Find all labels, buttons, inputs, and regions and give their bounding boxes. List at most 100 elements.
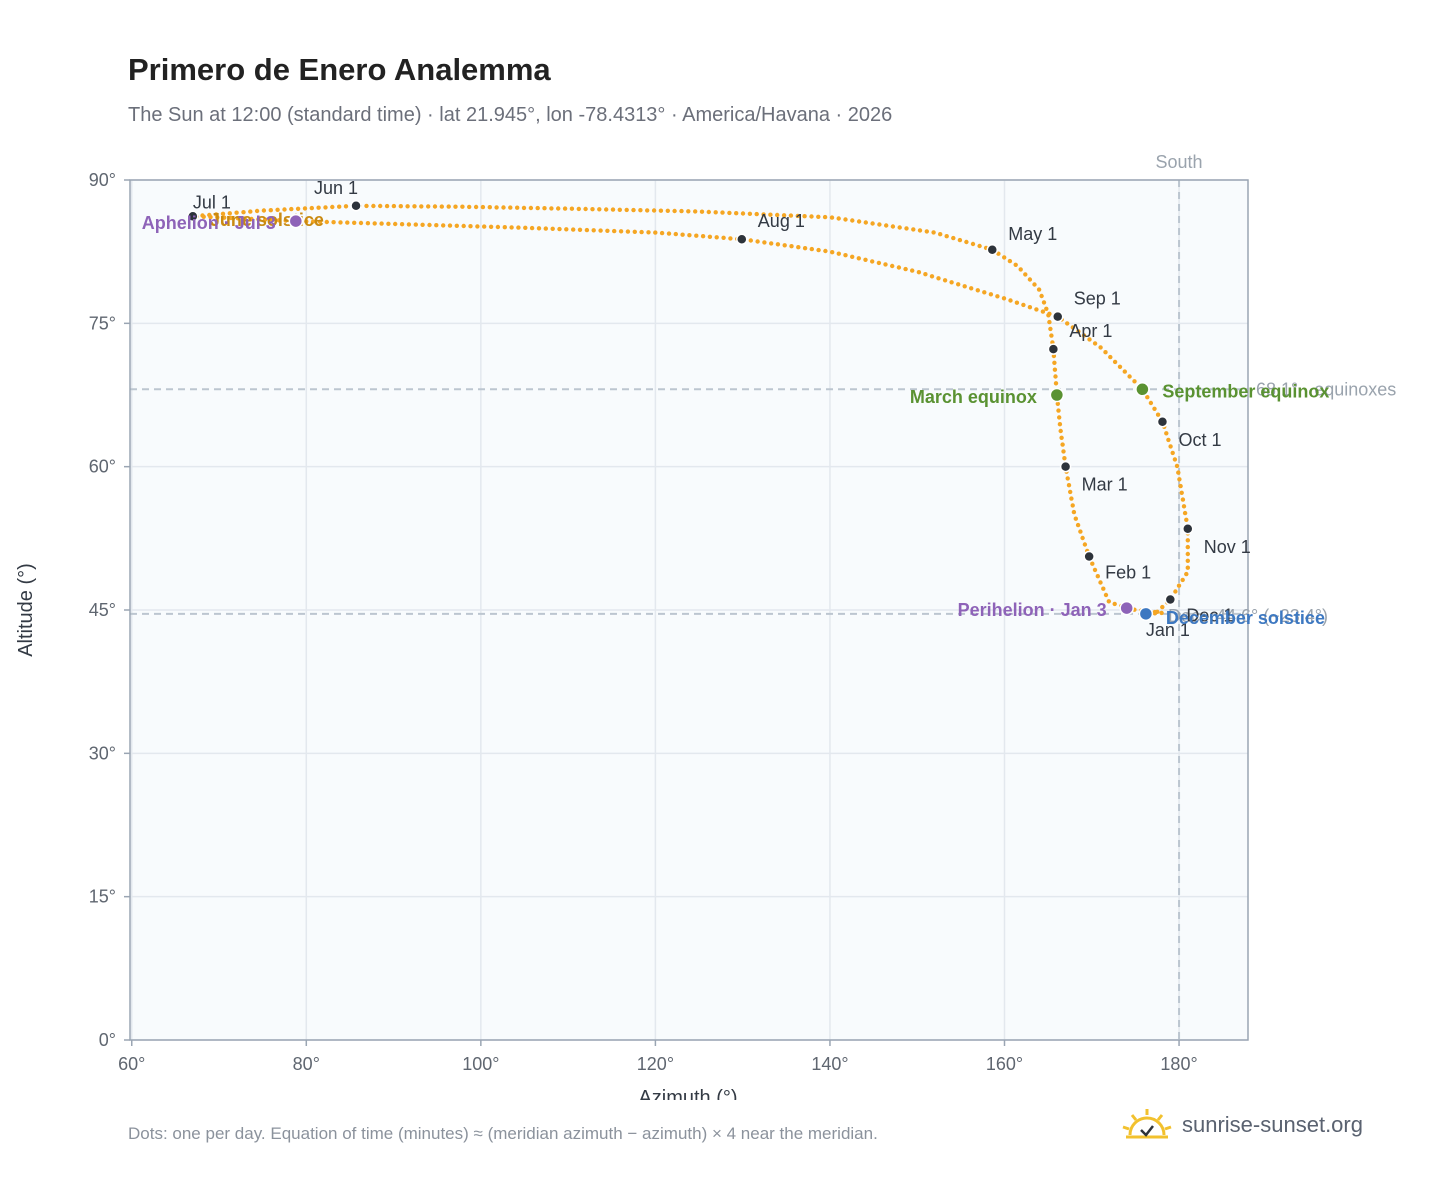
daily-sun-dot [1185,558,1191,563]
daily-sun-dot [728,236,733,241]
daily-sun-dot [1036,287,1042,292]
daily-sun-dot [1173,589,1178,594]
daily-sun-dot [1178,483,1183,489]
equinox-altitude-label: 68.1° · equinoxes [1256,379,1396,399]
daily-sun-dot [515,205,520,210]
daily-sun-dot [775,212,780,218]
daily-sun-dot [970,241,976,247]
daily-sun-dot [673,231,678,237]
daily-sun-dot [249,216,254,222]
daily-sun-dot [330,204,335,210]
daily-sun-dot [331,220,336,225]
daily-sun-dot [338,220,343,225]
daily-sun-dot [768,212,773,217]
daily-sun-dot [1176,583,1182,588]
daily-sun-dot [1013,262,1018,267]
daily-sun-dot [1068,489,1073,495]
daily-sun-dot [809,214,814,219]
daily-sun-dot [1047,311,1052,316]
daily-sun-dot [802,214,807,219]
daily-sun-dot [502,225,507,230]
daily-sun-dot [693,209,698,214]
daily-sun-dot [823,248,828,254]
brand-logo[interactable]: sunrise-sunset.org [1120,1100,1363,1150]
daily-sun-dot [1148,400,1154,406]
daily-sun-dot [829,215,835,220]
daily-sun-dot [310,219,316,224]
daily-sun-dot [1041,300,1047,305]
daily-sun-dot [495,224,501,230]
daily-sun-dot [1168,444,1173,449]
daily-sun-dot [501,205,506,210]
daily-sun-dot [645,208,650,213]
daily-sun-dot [761,212,766,217]
daily-sun-dot [931,230,936,235]
event-marker-label: March equinox [910,387,1037,407]
daily-sun-dot [1073,516,1079,521]
daily-sun-dot [1051,353,1057,359]
daily-sun-dot [254,208,260,214]
daily-sun-dot [1070,325,1076,330]
daily-sun-dot [659,230,665,236]
daily-sun-dot [358,220,364,226]
daily-sun-dot [1032,282,1037,287]
footnote: Dots: one per day. Equation of time (min… [128,1124,878,1143]
daily-sun-dot [475,224,480,229]
daily-sun-dot [1112,359,1118,365]
daily-sun-dot [1021,302,1026,308]
daily-sun-dot [248,209,253,214]
y-tick-label: 75° [89,313,116,333]
daily-sun-dot [1180,497,1186,502]
daily-sun-dot [343,204,349,209]
daily-sun-dot [222,215,227,220]
daily-sun-dot [583,206,588,212]
daily-sun-dot [1159,610,1164,616]
daily-sun-dot [1008,298,1013,303]
daily-sun-dot [446,204,451,209]
daily-sun-dot [323,205,328,210]
daily-sun-dot [863,257,868,262]
y-tick-label: 30° [89,743,116,763]
daily-sun-dot [896,265,902,270]
daily-sun-dot [755,239,760,244]
sun-check-icon [1122,1109,1172,1139]
daily-sun-dot [916,270,922,275]
daily-sun-dot [911,227,916,232]
month-marker-label: Oct 1 [1178,430,1221,450]
daily-sun-dot [571,227,576,232]
daily-sun-dot [1152,406,1157,411]
daily-sun-dot [707,234,713,239]
daily-sun-dot [863,220,868,225]
month-marker-label: Jul 1 [193,192,231,212]
daily-sun-dot [977,243,982,249]
daily-sun-dot [235,216,241,221]
daily-sun-dot [591,228,596,233]
month-marker-label: Sep 1 [1074,289,1121,309]
daily-sun-dot [1182,510,1188,516]
daily-sun-dot [951,235,956,241]
month-marker [1047,343,1060,355]
daily-sun-dot [924,229,929,234]
daily-sun-dot [521,205,527,211]
daily-sun-dot [1014,300,1020,305]
daily-sun-dot [1172,457,1178,462]
month-marker [1059,460,1072,473]
daily-sun-dot [1090,561,1095,566]
daily-sun-dot [612,228,617,234]
daily-sun-dot [1081,333,1087,338]
daily-sun-dot [687,233,692,238]
daily-sun-dot [261,208,267,213]
x-tick-label: 160° [986,1054,1023,1074]
daily-sun-dot [1176,470,1181,475]
daily-sun-dot [1082,542,1088,547]
daily-sun-dot [617,207,622,212]
y-tick-label: 45° [89,600,116,620]
daily-sun-dot [1056,408,1061,413]
daily-sun-dot [996,251,1001,256]
daily-sun-dot [406,222,412,227]
daily-sun-dot [769,241,774,246]
daily-sun-dot [870,221,875,226]
daily-sun-dot [268,208,273,213]
daily-sun-dot [263,217,268,222]
daily-sun-dot [962,284,967,289]
